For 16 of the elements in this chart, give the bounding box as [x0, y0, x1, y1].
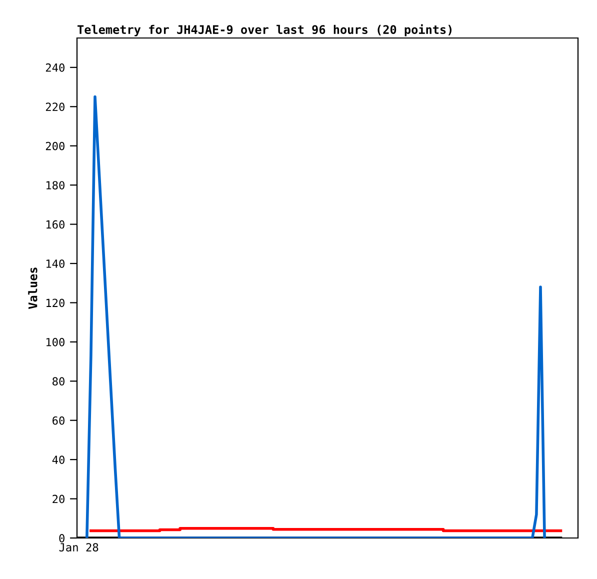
x-tick-label: Jan 28 — [59, 543, 98, 552]
y-tick-label: 120 — [46, 298, 64, 308]
y-tick-label: 140 — [46, 259, 64, 268]
y-tick-label: 20 — [52, 494, 64, 504]
y-tick-label: 0 — [59, 534, 64, 542]
y-tick-label: 180 — [46, 181, 64, 190]
chart-title: Telemetry for JH4JAE-9 over last 96 hours (20 points) — [78, 24, 452, 36]
y-tick-label: 160 — [46, 220, 64, 229]
y-tick-label: 80 — [52, 377, 64, 386]
y-tick-label: 100 — [46, 338, 64, 346]
y-tick-label: 220 — [46, 102, 64, 112]
y-tick-label: 240 — [46, 63, 64, 72]
y-tick-label: 60 — [52, 416, 64, 425]
y-tick-label: 40 — [52, 456, 64, 464]
y-tick-label: 200 — [46, 142, 64, 150]
y-axis-title: Values — [28, 268, 38, 309]
